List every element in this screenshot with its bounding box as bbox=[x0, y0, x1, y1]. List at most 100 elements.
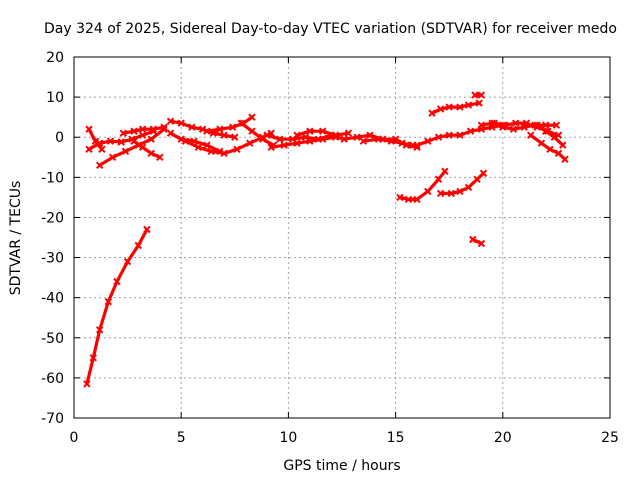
data-point bbox=[85, 125, 93, 133]
data-point bbox=[263, 131, 271, 139]
data-point bbox=[95, 326, 104, 334]
data-point bbox=[520, 123, 528, 131]
data-point bbox=[533, 121, 541, 129]
data-point bbox=[188, 123, 196, 131]
data-point bbox=[509, 125, 518, 133]
y-tick-label: -30 bbox=[41, 251, 64, 267]
data-point bbox=[117, 138, 125, 146]
data-point bbox=[550, 133, 559, 141]
data-point bbox=[436, 105, 445, 113]
data-point bbox=[404, 195, 413, 204]
y-tick-label: -20 bbox=[41, 210, 64, 226]
data-point bbox=[477, 121, 486, 129]
data-point bbox=[233, 145, 241, 154]
data-point bbox=[123, 257, 132, 266]
data-point bbox=[318, 135, 327, 143]
data-point bbox=[306, 127, 314, 135]
data-point bbox=[130, 127, 138, 135]
data-point bbox=[267, 143, 275, 152]
y-tick-label: -10 bbox=[41, 170, 64, 186]
data-point bbox=[445, 103, 453, 111]
data-point bbox=[522, 119, 531, 127]
data-point bbox=[331, 131, 340, 139]
data-point bbox=[441, 167, 449, 176]
data-point bbox=[374, 135, 383, 143]
data-point bbox=[445, 131, 453, 139]
data-point bbox=[466, 127, 475, 135]
data-point bbox=[559, 141, 567, 149]
data-point bbox=[424, 187, 432, 196]
data-point bbox=[387, 137, 396, 145]
data-point bbox=[293, 139, 301, 147]
x-tick-label: 0 bbox=[70, 430, 79, 446]
data-point bbox=[456, 103, 464, 111]
data-point bbox=[293, 131, 301, 139]
series-arc-25 bbox=[535, 123, 565, 147]
data-point bbox=[424, 137, 432, 145]
data-point bbox=[203, 141, 211, 149]
data-point bbox=[340, 135, 348, 143]
data-point bbox=[413, 195, 421, 204]
axis-ticks: 0 5 10 15 20 25 -70 -60 -50 -40 -30 -20 -10 0 10 20 bbox=[41, 50, 619, 446]
data-point bbox=[475, 99, 483, 107]
y-tick-label: 0 bbox=[55, 130, 64, 146]
data-point bbox=[220, 149, 228, 158]
chart-title: Day 324 of 2025, Sidereal Day-to-day VTE… bbox=[44, 21, 617, 37]
data-point bbox=[366, 131, 374, 139]
data-point bbox=[113, 277, 121, 286]
data-point bbox=[306, 137, 314, 145]
data-point bbox=[447, 189, 456, 198]
data-point bbox=[488, 119, 496, 127]
data-point bbox=[479, 169, 488, 178]
data-point bbox=[95, 161, 104, 170]
data-point bbox=[231, 133, 239, 141]
data-point bbox=[207, 147, 215, 156]
data-point bbox=[203, 127, 211, 135]
series-arc-5 bbox=[132, 139, 162, 159]
data-point bbox=[104, 297, 113, 306]
x-tick-label: 20 bbox=[494, 430, 512, 446]
data-point bbox=[526, 131, 535, 139]
x-tick-label: 10 bbox=[279, 430, 297, 446]
y-axis-label: SDTVAR / TECUs bbox=[8, 181, 24, 296]
data-point bbox=[246, 139, 254, 147]
data-point bbox=[501, 121, 509, 129]
data-point bbox=[436, 189, 445, 198]
data-point bbox=[147, 135, 155, 143]
y-tick-label: -70 bbox=[41, 411, 64, 427]
data-point bbox=[541, 121, 550, 129]
y-tick-label: 10 bbox=[46, 90, 64, 106]
data-point bbox=[471, 91, 479, 99]
data-point bbox=[156, 153, 164, 162]
data-point bbox=[194, 143, 203, 152]
data-point bbox=[276, 135, 284, 143]
data-point bbox=[537, 139, 546, 147]
data-point bbox=[546, 145, 554, 154]
data-point bbox=[318, 127, 327, 135]
data-point bbox=[398, 139, 406, 147]
data-point bbox=[134, 241, 143, 250]
x-tick-label: 15 bbox=[387, 430, 405, 446]
plot-frame bbox=[73, 56, 611, 419]
data-point bbox=[177, 135, 185, 143]
data-point bbox=[98, 145, 106, 154]
x-tick-label: 5 bbox=[177, 430, 186, 446]
data-point bbox=[434, 133, 443, 141]
data-point bbox=[413, 141, 421, 149]
data-point bbox=[456, 187, 464, 196]
data-point bbox=[138, 143, 147, 152]
data-point bbox=[130, 137, 138, 145]
data-point bbox=[149, 125, 158, 133]
x-axis-label: GPS time / hours bbox=[283, 458, 400, 474]
data-point bbox=[464, 183, 473, 192]
data-point bbox=[353, 133, 361, 141]
data-point bbox=[216, 125, 224, 133]
data-point bbox=[119, 129, 128, 137]
data-point bbox=[138, 131, 147, 139]
data-point bbox=[198, 125, 207, 133]
data-point bbox=[228, 123, 237, 131]
data-point bbox=[138, 125, 147, 133]
data-point bbox=[177, 119, 185, 127]
data-point bbox=[143, 225, 151, 234]
data-point bbox=[166, 129, 175, 137]
